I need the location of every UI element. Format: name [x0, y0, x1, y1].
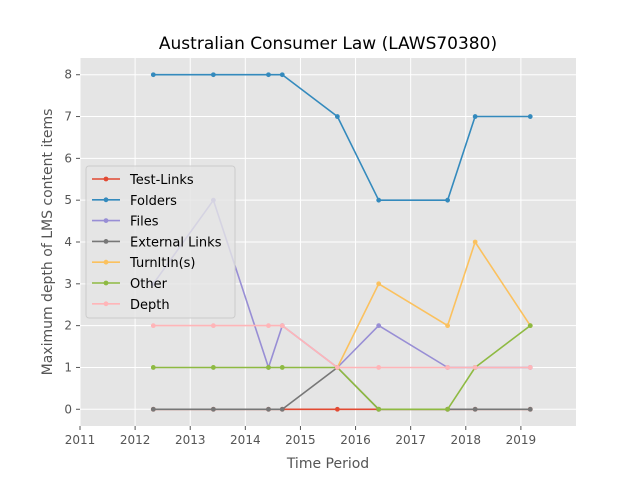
data-point [150, 406, 156, 412]
y-tick-label: 5 [64, 193, 72, 207]
legend-marker [103, 239, 109, 244]
x-tick-label: 2016 [340, 433, 371, 447]
data-point [376, 365, 382, 370]
data-point [266, 72, 271, 78]
data-point [334, 365, 340, 370]
y-axis-label: Maximum depth of LMS content items [40, 109, 56, 376]
y-tick-label: 8 [64, 68, 72, 82]
legend-label: Folders [130, 194, 177, 209]
data-point [279, 323, 285, 329]
data-point [279, 365, 285, 370]
chart-title: Australian Consumer Law (LAWS70380) [159, 34, 497, 54]
data-point [334, 406, 340, 412]
data-point [445, 323, 450, 329]
data-point [279, 406, 285, 412]
data-point [150, 72, 156, 78]
y-tick-label: 1 [64, 360, 72, 374]
legend-label: Test-Links [129, 173, 194, 188]
x-tick-label: 2013 [175, 433, 206, 447]
data-point [376, 323, 382, 329]
legend-marker [103, 176, 109, 182]
x-axis-label: Time Period [286, 456, 369, 472]
data-point [334, 114, 340, 119]
data-point [527, 365, 533, 370]
data-point [150, 365, 156, 370]
legend-label: Files [130, 215, 159, 230]
legend-item: External Links [92, 235, 222, 250]
legend-label: TurnItIn(s) [129, 256, 195, 271]
data-point [210, 365, 216, 370]
y-tick-label: 6 [64, 151, 72, 165]
data-point [266, 406, 271, 412]
y-tick-label: 4 [64, 235, 72, 249]
data-point [266, 365, 271, 370]
data-point [527, 406, 533, 412]
data-point [150, 323, 156, 329]
data-point [266, 323, 271, 329]
y-tick-label: 3 [64, 277, 72, 291]
y-tick-label: 0 [64, 402, 72, 416]
y-axis-ticks: 0 1 2 3 4 5 6 7 8 [64, 68, 80, 416]
legend-item: TurnItIn(s) [92, 256, 195, 271]
series-depth [150, 323, 533, 370]
data-point [445, 365, 450, 370]
legend-marker [103, 259, 109, 265]
legend-item: Test-Links [92, 173, 194, 188]
data-point [445, 197, 450, 203]
legend-marker [103, 301, 109, 307]
data-point [527, 323, 533, 329]
legend: Test-Links Folders Files External Links Turn… [85, 165, 236, 319]
data-point [279, 72, 285, 78]
x-axis-ticks: 2011 2012 2013 2014 2015 2016 2017 2018 2019 [65, 426, 536, 447]
data-point [472, 406, 478, 412]
x-tick-label: 2019 [506, 433, 537, 447]
legend-item: Other [92, 277, 168, 292]
x-tick-label: 2011 [65, 433, 96, 447]
y-tick-label: 2 [64, 319, 72, 333]
data-point [210, 323, 216, 329]
data-point [527, 114, 533, 119]
legend-item: Files [92, 215, 159, 230]
data-point [376, 197, 382, 203]
data-point [210, 406, 216, 412]
x-tick-label: 2018 [451, 433, 482, 447]
x-tick-label: 2014 [230, 433, 261, 447]
x-tick-label: 2017 [395, 433, 426, 447]
legend-item: Folders [92, 194, 177, 209]
legend-marker [103, 280, 109, 286]
y-tick-label: 7 [64, 110, 72, 124]
data-point [445, 406, 450, 412]
data-point [210, 72, 216, 78]
legend-marker [103, 218, 109, 224]
legend-box [85, 165, 236, 319]
legend-label: Depth [130, 298, 170, 313]
legend-item: Depth [92, 298, 170, 313]
data-point [472, 239, 478, 245]
x-tick-label: 2012 [120, 433, 151, 447]
legend-label: Other [130, 277, 168, 292]
legend-marker [103, 197, 109, 203]
x-tick-label: 2015 [285, 433, 316, 447]
data-point [376, 281, 382, 287]
data-point [472, 365, 478, 370]
data-point [376, 406, 382, 412]
data-point [472, 114, 478, 119]
legend-label: External Links [130, 235, 222, 250]
series-folders [150, 72, 533, 203]
